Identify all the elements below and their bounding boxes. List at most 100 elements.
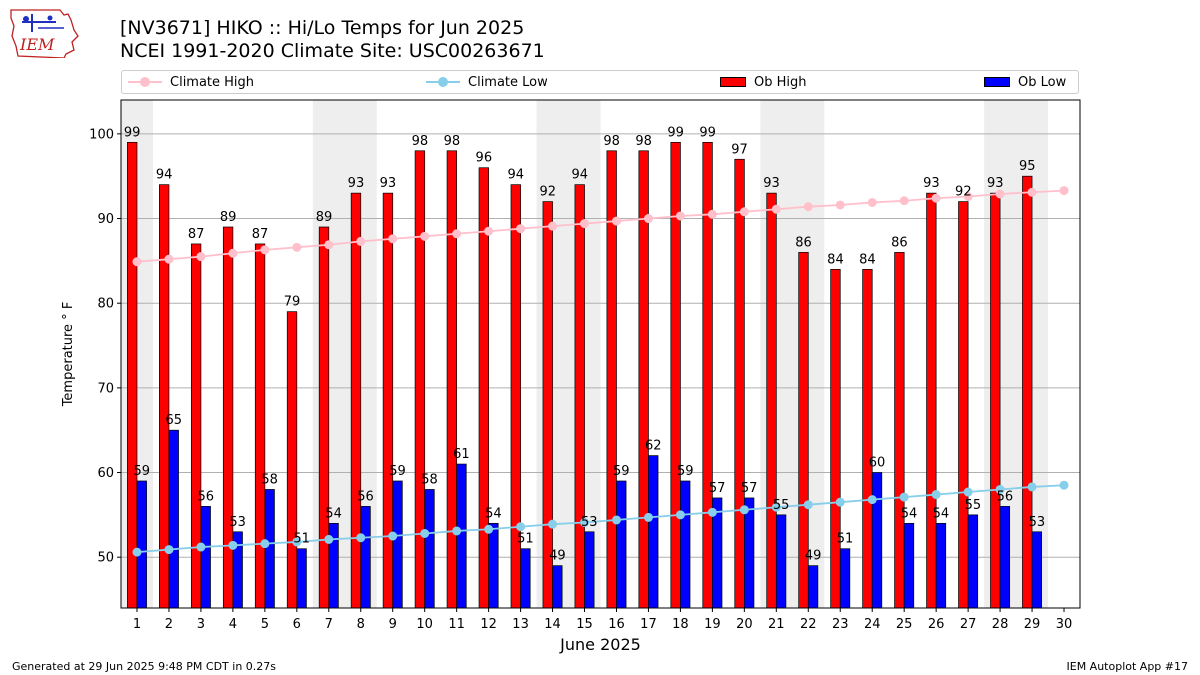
climate-low-point-11 xyxy=(452,526,462,536)
ob-low-label-22: 49 xyxy=(805,549,822,564)
ob-low-label-6: 51 xyxy=(293,532,310,547)
ob-high-label-4: 89 xyxy=(220,210,237,225)
x-tick-label-28: 28 xyxy=(992,617,1009,632)
ob-low-label-26: 54 xyxy=(933,506,950,521)
ob-low-label-16: 59 xyxy=(613,464,630,479)
climate-high-point-22 xyxy=(803,202,813,212)
climate-low-legend-marker xyxy=(426,77,460,87)
ob-high-label-18: 99 xyxy=(667,125,684,140)
legend-label-climate-high: Climate High xyxy=(170,74,255,90)
ob-low-label-25: 54 xyxy=(901,506,918,521)
ob-low-label-2: 65 xyxy=(165,413,182,428)
ob-low-bar-13 xyxy=(520,548,531,609)
climate-high-point-18 xyxy=(675,211,685,221)
ob-low-label-10: 58 xyxy=(421,472,438,487)
climate-high-point-15 xyxy=(580,219,590,229)
ob-high-bar-9 xyxy=(382,192,394,609)
ob-low-bar-29 xyxy=(1031,531,1042,609)
climate-low-point-14 xyxy=(548,519,558,529)
ob-high-label-20: 97 xyxy=(731,142,748,157)
climate-high-point-16 xyxy=(611,216,621,226)
x-axis-label: June 2025 xyxy=(559,635,641,654)
climate-low-point-7 xyxy=(324,534,334,544)
climate-high-point-24 xyxy=(867,197,877,207)
climate-low-point-23 xyxy=(835,497,845,507)
ob-high-label-22: 86 xyxy=(795,235,812,250)
climate-low-line xyxy=(136,484,1065,554)
climate-high-point-14 xyxy=(548,221,558,231)
ob-low-label-21: 55 xyxy=(773,498,790,513)
ob-high-bar-29 xyxy=(1022,175,1033,609)
ob-high-bar-23 xyxy=(830,268,841,609)
ob-high-bar-15 xyxy=(574,184,585,609)
ob-high-label-21: 93 xyxy=(763,176,780,191)
climate-low-point-10 xyxy=(420,528,430,538)
x-tick-label-25: 25 xyxy=(896,617,913,632)
climate-low-point-12 xyxy=(484,524,494,534)
ob-high-label-9: 93 xyxy=(380,176,397,191)
climate-low-point-24 xyxy=(867,495,877,505)
ob-low-bar-25 xyxy=(903,522,915,609)
ob-high-label-26: 93 xyxy=(923,176,940,191)
ob-low-label-17: 62 xyxy=(645,439,662,454)
climate-low-point-21 xyxy=(771,502,781,512)
x-tick-label-4: 4 xyxy=(229,617,237,632)
ob-low-bar-3 xyxy=(200,506,211,609)
climate-high-point-17 xyxy=(643,214,653,224)
climate-low-point-13 xyxy=(516,522,526,532)
climate-high-point-29 xyxy=(1027,187,1037,197)
ob-high-label-23: 84 xyxy=(827,252,844,267)
app-label: IEM Autoplot App #17 xyxy=(1066,660,1189,673)
x-tick-label-11: 11 xyxy=(448,617,465,632)
ob-high-label-2: 94 xyxy=(156,168,173,183)
ob-low-bar-2 xyxy=(168,429,179,609)
ob-high-legend-swatch xyxy=(720,77,746,87)
ob-high-label-17: 98 xyxy=(635,134,652,149)
legend-item-climate-low: Climate Low xyxy=(426,71,548,93)
ob-high-label-1: 99 xyxy=(124,125,141,140)
y-tick-label-50: 50 xyxy=(97,551,114,566)
ob-high-label-29: 95 xyxy=(1019,159,1036,174)
x-tick-label-17: 17 xyxy=(640,617,657,632)
climate-low-point-6 xyxy=(292,537,302,547)
x-tick-label-13: 13 xyxy=(512,617,529,632)
ob-low-label-3: 56 xyxy=(197,489,214,504)
legend-item-ob-low: Ob Low xyxy=(984,71,1066,93)
climate-low-point-5 xyxy=(260,539,270,549)
x-tick-label-23: 23 xyxy=(832,617,849,632)
ob-high-bar-3 xyxy=(190,243,202,609)
ob-low-label-27: 55 xyxy=(965,498,982,513)
ob-high-bar-14 xyxy=(542,201,553,609)
climate-low-point-28 xyxy=(995,484,1005,494)
ob-high-bar-1 xyxy=(127,141,138,609)
ob-low-bar-1 xyxy=(136,480,147,609)
climate-high-point-20 xyxy=(739,207,749,217)
x-tick-label-1: 1 xyxy=(133,617,141,632)
climate-high-point-23 xyxy=(835,200,845,210)
x-tick-label-10: 10 xyxy=(416,617,433,632)
plot-frame xyxy=(120,99,1081,609)
climate-high-point-3 xyxy=(196,252,206,262)
ob-low-bar-10 xyxy=(424,489,435,609)
climate-high-point-19 xyxy=(707,209,717,219)
ob-low-label-23: 51 xyxy=(837,532,854,547)
climate-low-point-22 xyxy=(803,500,813,510)
ob-low-legend-swatch xyxy=(984,77,1010,87)
x-tick-label-22: 22 xyxy=(800,617,817,632)
ob-low-bar-5 xyxy=(264,489,275,609)
ob-high-bar-20 xyxy=(734,158,745,609)
x-tick-label-16: 16 xyxy=(608,617,625,632)
generated-timestamp: Generated at 29 Jun 2025 9:48 PM CDT in … xyxy=(12,660,277,673)
y-tick-label-80: 80 xyxy=(97,297,114,312)
ob-high-bar-8 xyxy=(350,192,362,609)
ob-high-label-14: 92 xyxy=(539,185,556,200)
ob-high-label-25: 86 xyxy=(891,235,908,250)
ob-high-label-13: 94 xyxy=(508,168,525,183)
ob-high-bar-21 xyxy=(766,192,777,609)
ob-high-label-6: 79 xyxy=(284,295,301,310)
ob-low-bar-11 xyxy=(456,463,467,609)
ob-low-bar-18 xyxy=(680,480,691,609)
x-tick-label-21: 21 xyxy=(768,617,785,632)
climate-high-point-11 xyxy=(452,229,462,239)
